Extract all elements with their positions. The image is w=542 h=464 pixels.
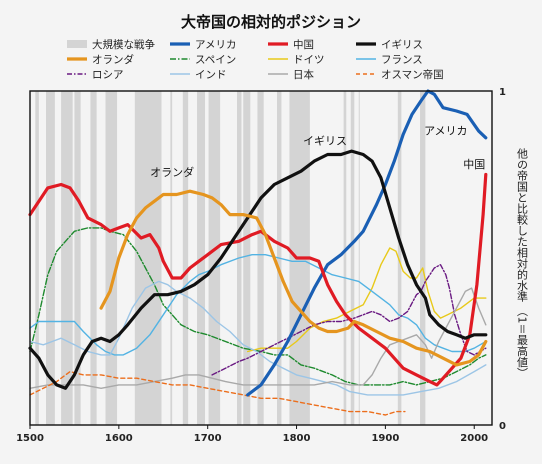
x-tick-label: 2000 (460, 433, 488, 444)
war-band (397, 91, 402, 425)
series-line (28, 172, 488, 387)
war-band (358, 91, 360, 425)
series-line (29, 287, 487, 389)
x-tick-label: 1900 (371, 433, 399, 444)
legend-label: インド (195, 69, 227, 81)
series-line (211, 264, 487, 376)
series-annotation: イギリス (303, 134, 347, 147)
legend-label: イギリス (381, 39, 423, 51)
series-line (29, 370, 406, 416)
series-line (99, 189, 488, 367)
legend-label: オランダ (92, 53, 134, 66)
series-lines (28, 89, 488, 416)
y-axis-label: 他の帝国と比較した相対的水準 （1＝最高値） (516, 148, 529, 379)
legend-label: 大規模な戦争 (92, 38, 155, 51)
legend-label: フランス (381, 54, 423, 66)
x-tick-label: 1800 (283, 433, 311, 444)
chart-title: 大帝国の相対的ポジション (181, 13, 361, 31)
war-band (170, 91, 173, 425)
legend-swatch-war (67, 40, 87, 48)
legend-label: 日本 (293, 68, 314, 81)
war-band (208, 91, 221, 425)
series-line (29, 254, 487, 356)
war-band (105, 91, 118, 425)
war-band (45, 91, 55, 425)
war-band (35, 91, 39, 425)
legend-label: スペイン (195, 54, 236, 66)
series-annotation: 中国 (463, 158, 485, 171)
series-line (29, 280, 487, 396)
war-band (61, 91, 73, 425)
series-annotation: アメリカ (424, 124, 467, 137)
war-band (257, 91, 264, 425)
war-band (74, 91, 81, 425)
x-tick-label: 1600 (105, 433, 133, 444)
war-band (243, 91, 251, 425)
war-band (350, 91, 355, 425)
series-line (28, 149, 488, 390)
y-tick-label: 0 (499, 421, 506, 432)
war-band (420, 91, 426, 425)
war-band (182, 91, 189, 425)
legend-label: 中国 (293, 38, 314, 51)
legend-label: ロシア (92, 69, 124, 81)
series-annotation: オランダ (150, 165, 194, 179)
y-tick-label: 1 (499, 87, 506, 98)
series-line (246, 89, 488, 397)
plot-frame (29, 90, 493, 426)
series-line (247, 247, 487, 353)
war-band (90, 91, 97, 425)
axes: 1500 1600 1700 1800 1900 2000 0 1 (16, 87, 506, 444)
series-line (29, 227, 487, 386)
legend-label: アメリカ (195, 39, 236, 51)
legend-label: オスマン帝国 (381, 68, 444, 81)
war-band (343, 91, 347, 425)
x-tick-label: 1500 (16, 433, 44, 444)
war-band (134, 91, 162, 425)
legend-label: ドイツ (293, 54, 325, 66)
x-tick-label: 1700 (194, 433, 222, 444)
